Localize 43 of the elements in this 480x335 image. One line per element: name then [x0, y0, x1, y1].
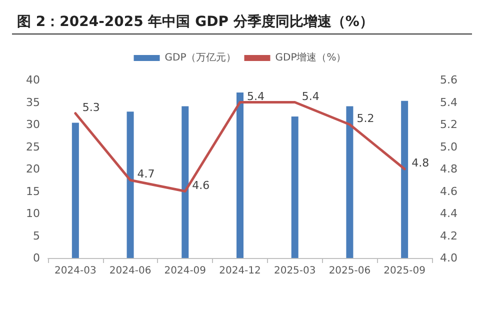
- chart-title: 图 2：2024-2025 年中国 GDP 分季度同比增速（%）: [17, 13, 374, 30]
- x-tick-label: 2024-03: [54, 266, 96, 276]
- data-label: 5.4: [247, 90, 264, 103]
- bar: [126, 112, 134, 258]
- y2-tick-label: 4.2: [440, 229, 458, 242]
- y-tick-label: 40: [26, 74, 40, 86]
- y2-tick-label: 4.8: [440, 162, 458, 176]
- x-tick-label: 2024-06: [109, 266, 152, 276]
- bar: [401, 100, 408, 258]
- data-label: 4.7: [137, 168, 155, 181]
- data-label: 5.4: [302, 90, 320, 103]
- line-series: [74, 101, 406, 192]
- data-label: 5.3: [82, 100, 100, 114]
- y2-tick-label: 4.6: [440, 184, 458, 198]
- x-tick-label: 2025-09: [384, 266, 426, 276]
- y-tick-label: 35: [26, 96, 40, 109]
- bar: [291, 116, 298, 258]
- x-tick-label: 2024-12: [219, 266, 261, 276]
- y-tick-label: 5: [33, 229, 40, 242]
- bar: [236, 92, 244, 258]
- y-tick-label: 25: [26, 140, 40, 154]
- y2-tick-label: 5.2: [440, 118, 458, 131]
- x-tick-label: 2025-03: [274, 266, 316, 276]
- y2-tick-label: 5.6: [440, 74, 458, 86]
- x-tick-label: 2024-09: [164, 266, 206, 276]
- y2-tick-label: 5.0: [440, 140, 458, 154]
- y-tick-label: 30: [26, 118, 40, 131]
- y-tick-label: 10: [26, 207, 40, 220]
- data-label: 5.2: [356, 112, 374, 125]
- bar: [72, 122, 79, 258]
- data-label: 4.6: [192, 178, 210, 192]
- y-tick-label: 0: [33, 252, 40, 264]
- bar: [346, 106, 354, 258]
- data-label: 4.8: [412, 156, 430, 170]
- y-tick-label: 15: [26, 184, 40, 198]
- y2-tick-label: 4.0: [440, 252, 458, 264]
- y2-tick-label: 4.4: [440, 207, 458, 220]
- y-tick-label: 20: [26, 162, 40, 176]
- legend-label: GDP（万亿元）: [164, 52, 236, 64]
- bar: [182, 106, 189, 258]
- y2-tick-label: 5.4: [440, 96, 458, 109]
- x-tick-label: 2025-06: [328, 266, 371, 276]
- legend-label: GDP增速（%）: [275, 52, 346, 64]
